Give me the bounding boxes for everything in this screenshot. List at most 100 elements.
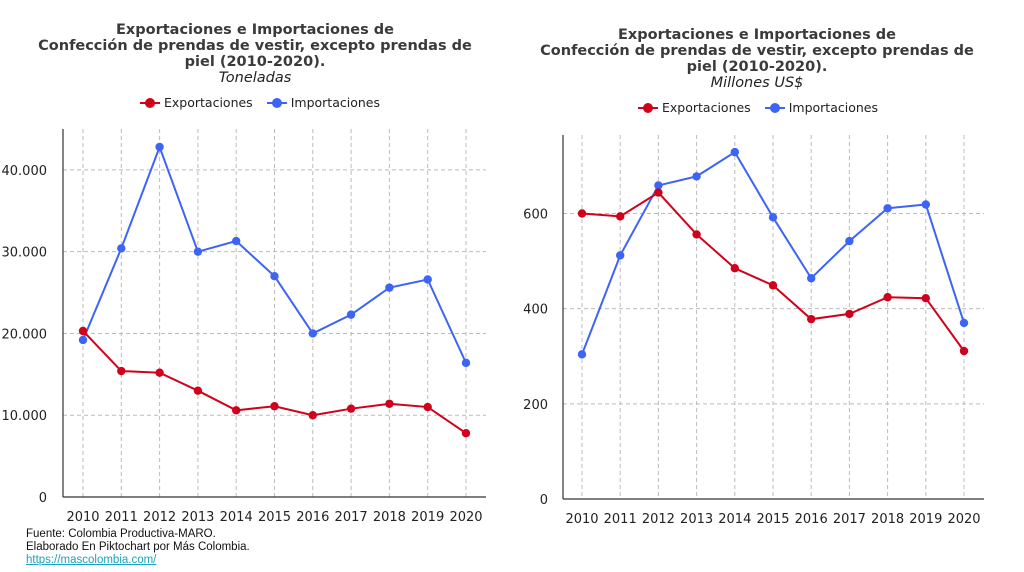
series-exportaciones: [78, 326, 471, 438]
y-tick-label: 600: [523, 208, 548, 223]
title-line: Confección de prendas de vestir, excepto…: [540, 43, 974, 59]
title-line: Exportaciones e Importaciones de: [116, 22, 394, 38]
legend-left: Exportaciones Importaciones: [140, 95, 380, 110]
x-tick-label: 2020: [449, 510, 482, 525]
title-line: piel (2010-2020).: [184, 54, 326, 70]
x-tick-label: 2013: [181, 510, 214, 525]
x-tick-label: 2014: [718, 512, 751, 527]
y-tick-label: 200: [523, 398, 548, 413]
data-point: [616, 212, 625, 221]
data-point: [423, 402, 432, 412]
data-point: [461, 358, 471, 368]
y-tick-label: 10.000: [2, 409, 48, 424]
data-point: [921, 200, 930, 209]
data-point: [654, 181, 663, 190]
data-point: [308, 411, 317, 420]
data-point: [155, 368, 164, 377]
legend-label: Importaciones: [788, 100, 878, 115]
footer: Fuente: Colombia Productiva-MARO. Elabor…: [26, 528, 250, 567]
chart-1: 0 10.000 20.000 30.000 40.000 2010 2011 2012 201…: [2, 129, 486, 525]
y-tick-label: 0: [540, 493, 548, 508]
data-point: [308, 329, 317, 338]
data-point: [78, 335, 88, 345]
data-point: [883, 293, 892, 302]
data-point: [423, 275, 432, 284]
data-point: [78, 326, 88, 336]
x-tick-label: 2018: [871, 512, 904, 527]
legend-swatch: [266, 97, 287, 108]
data-point: [730, 264, 739, 273]
x-tick-label: 2012: [642, 512, 675, 527]
x-tick-label: 2011: [604, 512, 637, 527]
series-importaciones: [577, 147, 969, 359]
legend-swatch: [764, 102, 785, 113]
chart-subtitle-left: Toneladas: [218, 70, 292, 86]
data-point: [845, 236, 854, 246]
series-importaciones: [78, 142, 471, 368]
legend-label: Exportaciones: [164, 95, 253, 110]
data-point: [346, 404, 356, 413]
x-tick-label: 2013: [680, 512, 713, 527]
x-tick-label: 2011: [105, 510, 138, 525]
x-tick-label: 2010: [565, 512, 598, 527]
legend-item-importaciones: Importaciones: [266, 95, 380, 110]
data-point: [730, 147, 739, 157]
x-tick-label: 2015: [258, 510, 291, 525]
title-line: Exportaciones e Importaciones de: [618, 27, 896, 43]
x-tick-label: 2012: [143, 510, 176, 525]
x-tick-label: 2015: [756, 512, 789, 527]
data-point: [117, 366, 126, 376]
data-point: [845, 309, 854, 319]
x-tick-label: 2018: [373, 510, 406, 525]
data-point: [193, 247, 203, 256]
legend-swatch: [638, 102, 658, 113]
y-tick-label: 20.000: [2, 327, 48, 342]
legend-label: Importaciones: [290, 95, 380, 110]
x-tick-label: 2019: [411, 510, 444, 525]
y-tick-label: 30.000: [2, 246, 48, 261]
footer-link[interactable]: https://mascolombia.com/: [26, 554, 157, 566]
data-point: [959, 318, 969, 328]
footer-credit: Elaborado En Piktochart por Más Colombia…: [26, 541, 250, 553]
series-exportaciones: [577, 188, 969, 356]
legend-swatch: [140, 97, 160, 108]
legend-item-importaciones: Importaciones: [764, 100, 878, 115]
x-tick-label: 2010: [66, 510, 99, 525]
chart-subtitle-right: Millones US$: [710, 75, 804, 91]
footer-source: Fuente: Colombia Productiva-MARO.: [26, 528, 216, 540]
chart-title-right: Exportaciones e Importaciones de Confecc…: [522, 27, 992, 91]
x-tick-label: 2017: [833, 512, 866, 527]
chart-title-left: Exportaciones e Importaciones de Confecc…: [20, 22, 490, 86]
data-point: [768, 281, 778, 290]
x-tick-label: 2014: [220, 510, 253, 525]
data-point: [577, 209, 587, 218]
legend-right: Exportaciones Importaciones: [638, 100, 878, 115]
data-point: [193, 386, 203, 395]
data-point: [346, 310, 356, 319]
data-point: [461, 429, 471, 438]
data-point: [692, 230, 701, 239]
data-point: [959, 346, 969, 356]
x-tick-label: 2016: [795, 512, 828, 527]
x-tick-label: 2017: [335, 510, 368, 525]
legend-item-exportaciones: Exportaciones: [638, 100, 751, 115]
data-point: [883, 204, 892, 213]
y-tick-label: 400: [523, 303, 548, 318]
x-tick-label: 2019: [909, 512, 942, 527]
legend-item-exportaciones: Exportaciones: [140, 95, 253, 110]
chart-2: 0 200 400 600 2010 2011 2012 2013 2014 2015 2016 20…: [523, 135, 984, 527]
data-point: [577, 350, 587, 359]
data-point: [155, 142, 164, 152]
data-point: [807, 274, 816, 283]
data-point: [117, 244, 126, 253]
data-point: [270, 272, 279, 281]
legend-label: Exportaciones: [662, 100, 751, 115]
y-tick-label: 0: [39, 491, 47, 506]
data-point: [385, 399, 394, 408]
data-point: [232, 236, 241, 246]
data-point: [768, 213, 778, 222]
data-point: [807, 314, 816, 324]
data-point: [692, 172, 701, 181]
x-tick-label: 2020: [947, 512, 980, 527]
